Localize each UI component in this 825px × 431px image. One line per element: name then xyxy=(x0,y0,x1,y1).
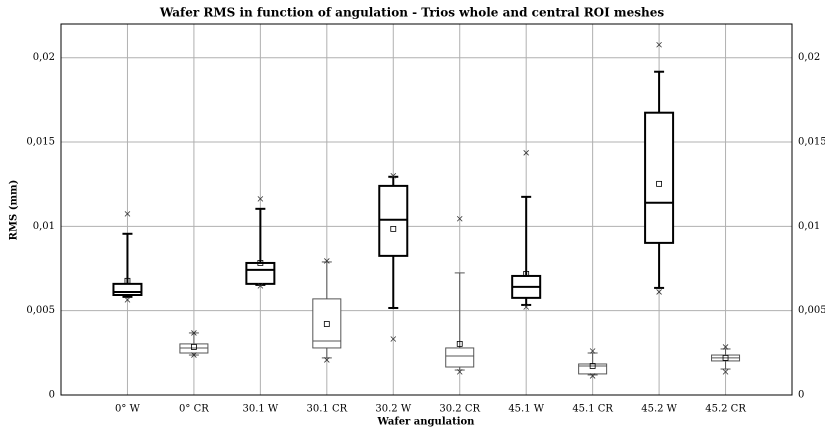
x-stroke xyxy=(257,283,264,289)
box xyxy=(578,363,608,375)
box-group xyxy=(312,258,342,363)
box-group xyxy=(179,330,209,358)
mean-marker xyxy=(589,363,596,369)
outlier-max xyxy=(390,172,397,179)
mean-marker xyxy=(722,354,729,361)
x-tick-label: 30.1 W xyxy=(242,404,278,415)
x-stroke xyxy=(523,304,529,310)
mean-marker xyxy=(124,277,131,284)
mean-marker xyxy=(523,271,530,277)
y-tick-label: 0,02 xyxy=(33,52,55,63)
box xyxy=(644,111,675,244)
x-tick-label: 0° CR xyxy=(179,404,209,415)
outlier-min xyxy=(324,357,330,363)
x-tick-label: 30.1 CR xyxy=(307,404,348,415)
box xyxy=(112,282,143,296)
chart-title: Wafer RMS in function of angulation - Tr… xyxy=(159,6,665,20)
y2-tick-label: 0,005 xyxy=(798,305,825,316)
box xyxy=(378,184,409,257)
y2-tick-label: 0,01 xyxy=(798,221,820,232)
x-stroke xyxy=(257,196,264,202)
y-axis-label: RMS (mm) xyxy=(9,180,20,241)
x-tick-label: 45.1 CR xyxy=(572,404,613,415)
box-group xyxy=(511,150,542,310)
x-tick-label: 30.2 W xyxy=(375,404,411,415)
mean-marker xyxy=(191,344,197,350)
box-group xyxy=(245,196,276,289)
outlier-min xyxy=(257,283,264,289)
box-group xyxy=(445,215,475,375)
x-stroke xyxy=(656,289,662,295)
x-stroke xyxy=(722,369,729,375)
box-group xyxy=(711,344,741,375)
x-stroke xyxy=(589,348,596,354)
x-stroke xyxy=(390,172,397,179)
plot-frame xyxy=(60,23,793,396)
outlier-min xyxy=(191,352,197,358)
x-stroke xyxy=(124,297,131,303)
y2-tick-label: 0,015 xyxy=(798,137,825,148)
outlier-min xyxy=(656,289,662,295)
y-tick-label: 0,015 xyxy=(26,137,55,148)
x-stroke xyxy=(656,41,662,48)
x-stroke xyxy=(324,258,330,264)
outlier-max xyxy=(324,258,330,264)
box-group xyxy=(578,348,608,379)
mean-marker xyxy=(323,321,330,327)
mean-marker xyxy=(390,225,397,232)
outlier-min xyxy=(523,304,529,310)
x-tick-label: 45.1 W xyxy=(508,404,544,415)
mean-marker xyxy=(656,180,662,187)
x-stroke xyxy=(589,373,596,379)
x-stroke xyxy=(456,369,463,375)
x-stroke xyxy=(390,336,397,342)
outlier-min xyxy=(722,369,729,375)
x-stroke xyxy=(456,215,463,222)
x-stroke xyxy=(523,150,529,156)
outlier-max xyxy=(456,215,463,222)
box xyxy=(179,343,209,354)
outlier-max xyxy=(257,196,264,202)
x-tick-label: 45.2 CR xyxy=(705,404,746,415)
mean-marker xyxy=(456,341,463,347)
outlier-max xyxy=(722,344,729,350)
outlier-min xyxy=(589,373,596,379)
x-tick-label: 30.2 CR xyxy=(439,404,480,415)
y-tick-label: 0 xyxy=(49,390,55,401)
y2-tick-label: 0,02 xyxy=(798,52,820,63)
y-tick-label: 0,005 xyxy=(26,305,55,316)
outlier-min xyxy=(456,369,463,375)
x-stroke xyxy=(722,344,729,350)
mean-marker xyxy=(257,260,264,266)
x-stroke xyxy=(191,330,197,336)
y2-tick-label: 0 xyxy=(798,390,804,401)
box-group xyxy=(378,172,409,342)
y-tick-label: 0,01 xyxy=(33,221,55,232)
outlier-max xyxy=(656,41,662,48)
x-stroke xyxy=(191,352,197,358)
x-tick-label: 45.2 W xyxy=(641,404,677,415)
x-tick-label: 0° W xyxy=(115,404,141,415)
box xyxy=(245,261,276,285)
outlier-max xyxy=(523,150,529,156)
x-axis-label: Wafer angulation xyxy=(377,417,476,428)
box xyxy=(445,347,475,368)
box-group xyxy=(644,41,675,295)
outlier-max xyxy=(589,348,596,354)
outlier-max xyxy=(124,211,131,217)
box-group xyxy=(112,211,143,303)
x-stroke xyxy=(124,211,131,217)
outlier-min xyxy=(390,336,397,342)
x-stroke xyxy=(324,357,330,363)
outlier-min xyxy=(124,297,131,303)
box xyxy=(312,298,342,349)
outlier-max xyxy=(191,330,197,336)
